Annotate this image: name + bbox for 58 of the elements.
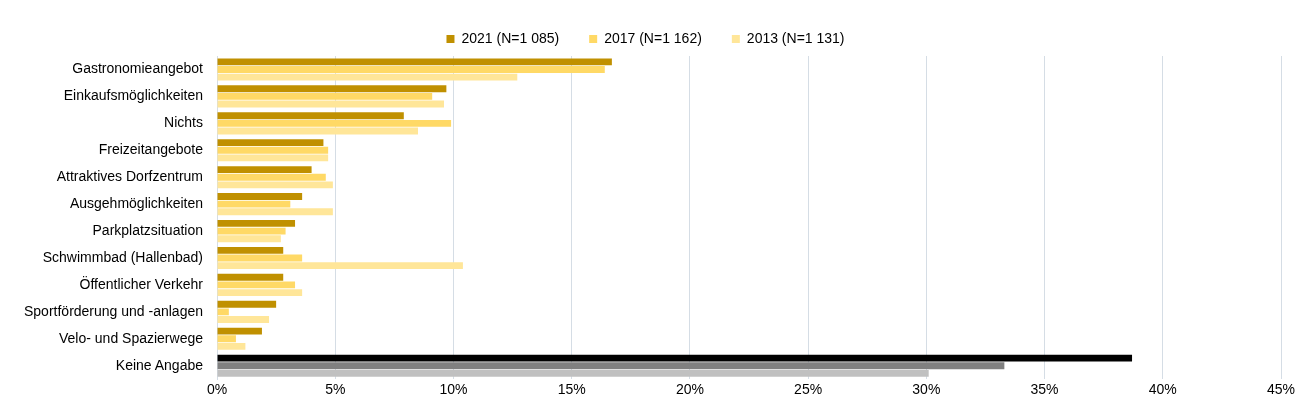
y-tick-label: Nichts [164, 114, 204, 131]
bar [217, 66, 605, 73]
y-tick-label: Parkplatzsituation [92, 221, 204, 238]
bar [217, 316, 270, 323]
x-tick-label: 5% [325, 381, 346, 398]
bar [217, 85, 447, 93]
bar [217, 281, 296, 289]
bar [217, 246, 284, 254]
legend-label: 2021 (N=1 085) [461, 29, 560, 46]
x-tick-label: 35% [1030, 381, 1059, 398]
bar [217, 369, 929, 377]
x-tick-label: 20% [675, 381, 704, 398]
bar [217, 58, 612, 66]
bar [217, 308, 229, 316]
bar [217, 289, 303, 296]
bar [217, 92, 433, 100]
bar [217, 262, 463, 270]
bar [217, 200, 291, 208]
bar [217, 119, 452, 127]
bar [217, 335, 236, 343]
bar [217, 327, 262, 335]
y-tick-label: Attraktives Dorfzentrum [56, 168, 204, 185]
bar [217, 166, 312, 173]
y-tick-label: Keine Angabe [115, 356, 204, 373]
bar [217, 354, 1133, 362]
bar [217, 300, 277, 308]
bar [217, 173, 326, 181]
bar [217, 139, 324, 147]
bar [217, 220, 296, 227]
bar [217, 73, 518, 81]
y-tick-label: Schwimmbad (Hallenbad) [42, 248, 204, 265]
bar [217, 193, 303, 200]
y-tick-label: Öffentlicher Verkehr [79, 274, 204, 292]
legend-label: 2013 (N=1 131) [746, 29, 845, 46]
y-tick-label: Sportförderung und -anlagen [23, 302, 204, 319]
bar [217, 112, 404, 120]
x-tick-label: 10% [439, 381, 468, 398]
y-tick-label: Einkaufsmöglichkeiten [63, 87, 204, 104]
y-tick-label: Freizeitangebote [98, 141, 204, 158]
y-tick-label: Velo- und Spazierwege [59, 329, 204, 346]
x-tick-label: 45% [1266, 381, 1296, 398]
x-tick-label: 0% [206, 381, 228, 398]
x-tick-label: 15% [557, 381, 586, 398]
x-tick-label: 25% [794, 381, 823, 398]
bar [217, 362, 1005, 370]
bar [217, 227, 286, 235]
legend-label: 2017 (N=1 162) [604, 29, 702, 46]
bar [217, 146, 329, 154]
y-tick-label: Ausgehmöglichkeiten [69, 194, 204, 211]
bar [217, 181, 333, 189]
bar [217, 154, 329, 162]
bar [217, 273, 284, 281]
bar [217, 343, 246, 350]
x-tick-label: 30% [912, 381, 941, 398]
bar [217, 208, 333, 216]
bar [217, 235, 281, 243]
y-tick-label: Gastronomieangebot [72, 60, 204, 77]
x-tick-label: 40% [1148, 381, 1177, 398]
